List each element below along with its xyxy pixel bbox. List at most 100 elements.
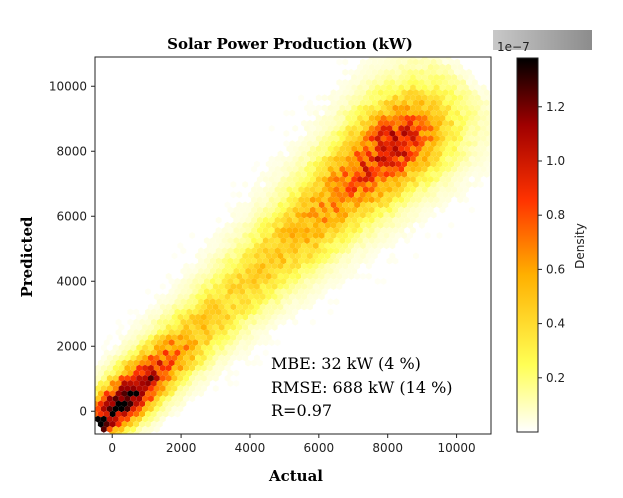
- hexbin-cell: [348, 211, 355, 219]
- hexbin-cell: [339, 145, 346, 153]
- hexbin-cell: [360, 232, 366, 239]
- hexbin-cell: [233, 278, 240, 285]
- hexbin-cell: [318, 283, 325, 290]
- hexbin-cell: [112, 425, 119, 433]
- hexbin-cell: [233, 206, 240, 214]
- hexbin-cell: [277, 252, 284, 260]
- hexbin-cell: [189, 364, 196, 372]
- hexbin-cell: [351, 165, 358, 173]
- hexbin-cell: [433, 94, 440, 102]
- hexbin-cell: [295, 221, 302, 229]
- hexbin-cell: [395, 130, 402, 137]
- hexbin-cell: [295, 211, 302, 219]
- hexbin-cell: [336, 272, 343, 280]
- hexbin-cell: [298, 186, 305, 193]
- hexbin-cell: [454, 191, 461, 199]
- hexbin-cell: [360, 89, 366, 97]
- hexbin-cell: [239, 216, 246, 224]
- hexbin-cell: [421, 176, 428, 183]
- hexbin-cell: [315, 125, 322, 132]
- hexbin-cell: [301, 119, 307, 127]
- hexbin-cell: [115, 369, 122, 377]
- hexbin-cell: [468, 94, 475, 102]
- hexbin-cell: [342, 79, 349, 86]
- hexbin-cell: [150, 390, 157, 397]
- hexbin-cell: [463, 74, 469, 81]
- hexbin-cell: [380, 206, 387, 214]
- hexbin-cell: [224, 232, 231, 239]
- hexbin-cell: [354, 130, 360, 137]
- hexbin-cell: [345, 135, 352, 142]
- hexbin-cell: [413, 150, 419, 158]
- hexbin-cell: [124, 425, 131, 433]
- hexbin-cell: [218, 323, 225, 331]
- hexbin-cell: [392, 206, 399, 214]
- hexbin-cell: [448, 181, 455, 188]
- hexbin-cell: [368, 196, 375, 204]
- hexbin-cell: [318, 119, 325, 127]
- hexbin-cell: [307, 109, 313, 117]
- hexbin-cell: [395, 221, 402, 229]
- hexbin-cell: [256, 247, 263, 255]
- hexbin-cell: [236, 221, 243, 229]
- hexbin-cell: [357, 74, 363, 81]
- hexbin-cell: [401, 170, 408, 178]
- hexbin-cell: [271, 191, 278, 199]
- hexbin-cell: [236, 334, 243, 341]
- hexbin-cell: [439, 186, 446, 193]
- hexbin-cell: [239, 247, 246, 255]
- hexbin-cell: [186, 267, 193, 275]
- hexbin-cell: [145, 329, 151, 336]
- hexbin-cell: [186, 298, 193, 306]
- hexbin-cell: [271, 323, 278, 331]
- hexbin-cell: [254, 283, 260, 290]
- hexbin-cell: [442, 89, 449, 97]
- hexbin-cell: [186, 369, 193, 377]
- hexbin-cell: [295, 232, 302, 239]
- hexbin-cell: [177, 334, 184, 341]
- hexbin-cell: [371, 181, 378, 188]
- hexbin-cell: [427, 84, 434, 91]
- hexbin-cell: [342, 201, 349, 209]
- hexbin-cell: [307, 130, 313, 137]
- hexbin-cell: [121, 400, 128, 408]
- hexbin-cell: [312, 211, 319, 219]
- hexbin-cell: [418, 130, 425, 137]
- hexbin-cell: [471, 79, 478, 86]
- hexbin-cell: [206, 364, 213, 372]
- hexbin-cell: [180, 400, 187, 408]
- hexbin-cell: [386, 165, 393, 173]
- hexbin-cell: [430, 68, 437, 76]
- hexbin-cell: [198, 359, 204, 367]
- hexbin-cell: [336, 211, 343, 219]
- hexbin-cell: [374, 227, 381, 234]
- hexbin-cell: [410, 104, 416, 112]
- hexbin-cell: [256, 318, 263, 326]
- hexbin-cell: [236, 232, 243, 239]
- hexbin-cell: [362, 104, 369, 112]
- hexbin-cell: [262, 176, 269, 183]
- hexbin-cell: [342, 68, 349, 76]
- hexbin-cell: [118, 425, 125, 433]
- hexbin-cell: [415, 186, 422, 193]
- hexbin-cell: [145, 431, 151, 434]
- hexbin-cell: [327, 196, 334, 204]
- hexbin-cell: [342, 191, 349, 199]
- hexbin-cell: [133, 400, 140, 408]
- hexbin-cell: [256, 176, 263, 183]
- hexbin-cell: [292, 216, 299, 224]
- hexbin-cell: [139, 329, 146, 336]
- hexbin-cell: [224, 354, 231, 362]
- hexbin-cell: [177, 364, 184, 372]
- hexbin-cell: [427, 165, 434, 173]
- hexbin-cell: [377, 150, 384, 158]
- hexbin-cell: [410, 57, 416, 61]
- hexbin-cell: [348, 68, 355, 76]
- hexbin-cell: [209, 298, 216, 306]
- hexbin-cell: [221, 339, 228, 346]
- hexbin-cell: [262, 196, 269, 204]
- hexbin-cell: [342, 130, 349, 137]
- hexbin-cell: [430, 191, 437, 199]
- hexbin-cell: [415, 145, 422, 153]
- hexbin-cell: [221, 349, 228, 357]
